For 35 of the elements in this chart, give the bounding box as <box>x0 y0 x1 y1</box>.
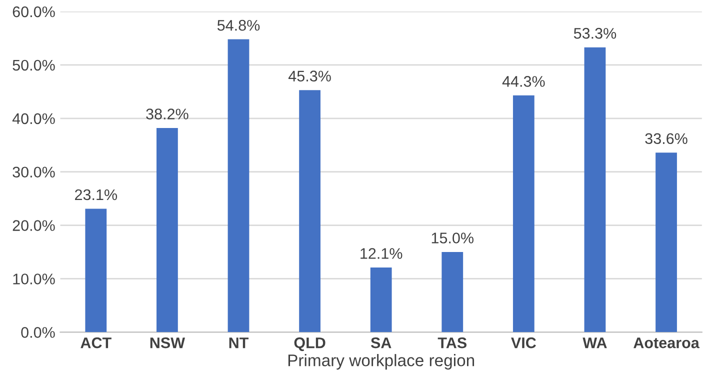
bar <box>442 252 464 332</box>
data-label: 45.3% <box>288 70 331 82</box>
x-tick-label: NT <box>229 338 249 348</box>
data-label: 38.2% <box>146 108 188 120</box>
bar <box>228 39 250 332</box>
y-tick-label: 30.0% <box>12 166 55 178</box>
x-tick-label: SA <box>370 337 392 348</box>
y-tick-label: 0.0% <box>21 327 55 338</box>
data-label: 23.1% <box>75 189 118 200</box>
x-tick-label: VIC <box>511 337 536 348</box>
data-label: 15.0% <box>432 232 474 244</box>
x-tick-label: QLD <box>294 337 326 352</box>
x-tick-label: WA <box>582 338 607 348</box>
data-label: 33.6% <box>645 133 688 144</box>
y-tick-label: 60.0% <box>12 6 55 18</box>
bar <box>584 47 606 332</box>
y-tick-label: 20.0% <box>12 220 55 231</box>
x-tick-label: Aotearoa <box>634 338 700 348</box>
x-tick-label: ACT <box>80 337 112 348</box>
bar <box>512 95 534 332</box>
x-tick-label: NSW <box>150 337 186 348</box>
bar <box>370 268 392 332</box>
bar <box>656 152 677 332</box>
x-axis-title: Primary workplace region <box>288 354 474 370</box>
data-label: 54.8% <box>217 20 260 31</box>
data-label: 53.3% <box>574 28 616 39</box>
y-tick-label: 10.0% <box>13 274 55 284</box>
y-tick-label: 40.0% <box>12 113 55 124</box>
bar <box>156 128 178 332</box>
y-tick-label: 50.0% <box>12 60 55 71</box>
bar <box>85 208 107 332</box>
x-tick-label: TAS <box>438 337 466 348</box>
bar <box>299 90 320 332</box>
data-label: 44.3% <box>502 76 545 87</box>
data-label: 12.1% <box>360 248 402 259</box>
